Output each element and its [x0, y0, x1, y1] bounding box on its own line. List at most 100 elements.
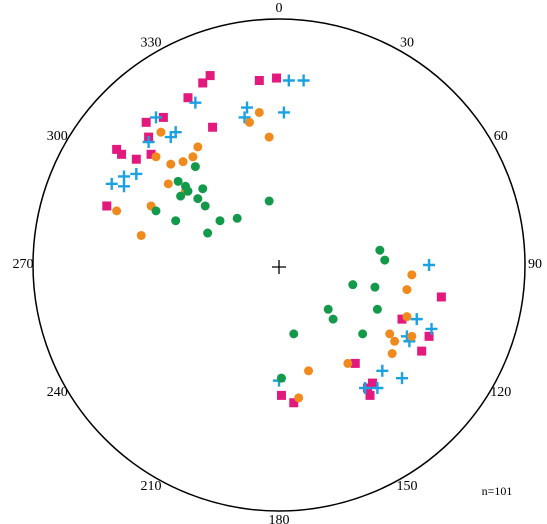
- sample-count: n=101: [482, 484, 513, 498]
- square-point: [272, 73, 282, 83]
- angle-label: 120: [490, 385, 511, 400]
- circle-point: [198, 184, 208, 194]
- circle-point: [370, 282, 380, 292]
- circle-point: [156, 127, 166, 137]
- angle-label: 300: [47, 129, 68, 144]
- circle-point: [343, 358, 353, 368]
- circle-point: [136, 230, 146, 240]
- circle-point: [372, 304, 382, 314]
- square-point: [397, 314, 407, 324]
- square-point: [350, 358, 360, 368]
- circle-point: [176, 191, 186, 201]
- square-point: [367, 378, 377, 388]
- angle-label: 90: [528, 257, 542, 272]
- circle-point: [183, 186, 193, 196]
- cross-point: [425, 322, 438, 335]
- circle-point: [178, 157, 188, 167]
- cross-point: [241, 101, 254, 114]
- cross-point: [105, 177, 118, 190]
- circle-point: [193, 194, 203, 204]
- angle-label: 150: [397, 479, 418, 494]
- square-point: [112, 144, 122, 154]
- cross-point: [164, 131, 177, 144]
- circle-point: [254, 107, 264, 117]
- center-cross: [272, 260, 286, 274]
- circle-point: [193, 142, 203, 152]
- circle-point: [348, 280, 358, 290]
- circle-point: [173, 176, 183, 186]
- square-point: [424, 331, 434, 341]
- circle-point: [407, 331, 417, 341]
- cross-point: [371, 382, 384, 394]
- circle-point: [402, 312, 412, 322]
- square-point: [205, 71, 215, 81]
- circle-point: [264, 132, 274, 142]
- cross-point: [410, 313, 423, 326]
- square-point: [183, 93, 193, 103]
- square-point: [158, 112, 168, 122]
- cross-point: [423, 259, 436, 271]
- cross-point: [150, 111, 162, 124]
- cross-point: [277, 106, 290, 119]
- circle-point: [215, 216, 225, 226]
- square-point: [436, 292, 446, 302]
- cross-point: [118, 180, 131, 193]
- circle-point: [112, 206, 122, 216]
- angle-label: 240: [47, 385, 68, 400]
- circle-point: [163, 179, 173, 189]
- circle-point: [188, 152, 198, 162]
- circle-point: [323, 304, 333, 314]
- square-point: [276, 390, 286, 400]
- circle-point: [264, 196, 274, 206]
- angle-label: 0: [276, 1, 283, 16]
- circle-point: [203, 228, 213, 238]
- circle-point: [390, 336, 400, 346]
- circle-point: [200, 201, 210, 211]
- square-point: [198, 78, 208, 88]
- square-point: [289, 398, 299, 408]
- square-point: [365, 390, 375, 400]
- cross-point: [238, 111, 251, 124]
- square-point: [102, 201, 112, 211]
- cross-point: [297, 74, 310, 87]
- circle-point: [151, 152, 161, 162]
- angle-label: 30: [400, 36, 414, 51]
- circle-point: [387, 349, 397, 359]
- square-point: [417, 346, 427, 356]
- square-point: [117, 149, 127, 159]
- cross-point: [359, 382, 372, 394]
- circle-point: [328, 314, 338, 324]
- circle-point: [190, 162, 200, 172]
- circle-point: [151, 206, 161, 216]
- circle-point: [171, 216, 181, 226]
- circle-point: [289, 329, 299, 339]
- net-circle: [32, 18, 526, 512]
- circle-point: [294, 393, 304, 403]
- cross-point: [396, 372, 408, 385]
- angle-label: 210: [141, 479, 162, 494]
- circle-point: [375, 245, 385, 255]
- circle-point: [358, 329, 368, 339]
- circle-point: [380, 255, 390, 265]
- circle-point: [402, 285, 412, 295]
- angle-label: 330: [141, 36, 162, 51]
- circle-point: [407, 270, 417, 280]
- circle-point: [276, 373, 286, 383]
- circle-point: [232, 213, 242, 223]
- cross-point: [376, 364, 389, 377]
- circle-point: [166, 159, 176, 169]
- square-point: [254, 76, 264, 85]
- circle-point: [385, 329, 395, 339]
- square-point: [141, 117, 151, 127]
- cross-point: [130, 167, 143, 180]
- circle-point: [244, 117, 254, 127]
- angle-label: 180: [269, 513, 290, 524]
- cross-point: [142, 136, 155, 148]
- circle-point: [304, 366, 314, 376]
- cross-point: [189, 96, 202, 109]
- angle-label: 270: [13, 257, 34, 272]
- square-point: [131, 154, 141, 164]
- angle-label: 60: [494, 129, 508, 144]
- cross-point: [282, 74, 295, 87]
